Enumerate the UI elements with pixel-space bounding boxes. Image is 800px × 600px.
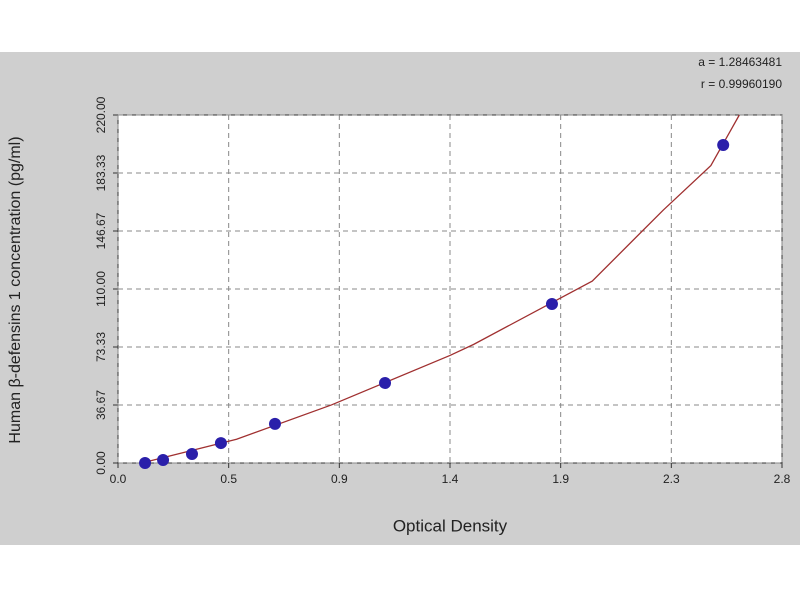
data-point	[157, 453, 170, 466]
x-tick-label: 2.8	[774, 472, 791, 486]
x-tick-label: 1.4	[442, 472, 459, 486]
x-tick-label: 0.5	[220, 472, 237, 486]
y-axis-label: Human β-defensins 1 concentration (pg/ml…	[7, 136, 24, 443]
data-point	[139, 457, 152, 469]
annotation: a = 1.28463481	[698, 55, 782, 69]
y-tick-label: 220.00	[94, 96, 108, 133]
data-point	[185, 447, 198, 460]
x-tick-label: 1.9	[552, 472, 569, 486]
x-tick-label: 2.3	[663, 472, 680, 486]
y-tick-label: 183.33	[94, 154, 108, 191]
data-point	[268, 417, 281, 430]
annotation: r = 0.99960190	[701, 77, 782, 91]
y-tick-label: 0.00	[94, 451, 108, 475]
y-tick-label: 110.00	[94, 271, 108, 307]
x-tick-label: 0.0	[110, 472, 127, 486]
data-point	[717, 139, 730, 152]
data-point	[214, 437, 227, 450]
x-axis-label: Optical Density	[393, 516, 508, 535]
data-point	[379, 376, 392, 389]
y-tick-label: 146.67	[94, 212, 108, 249]
y-tick-label: 36.67	[94, 390, 108, 420]
data-point	[545, 298, 558, 311]
fit-curve	[141, 114, 740, 464]
y-tick-label: 73.33	[94, 332, 108, 362]
x-tick-label: 0.9	[331, 472, 348, 486]
